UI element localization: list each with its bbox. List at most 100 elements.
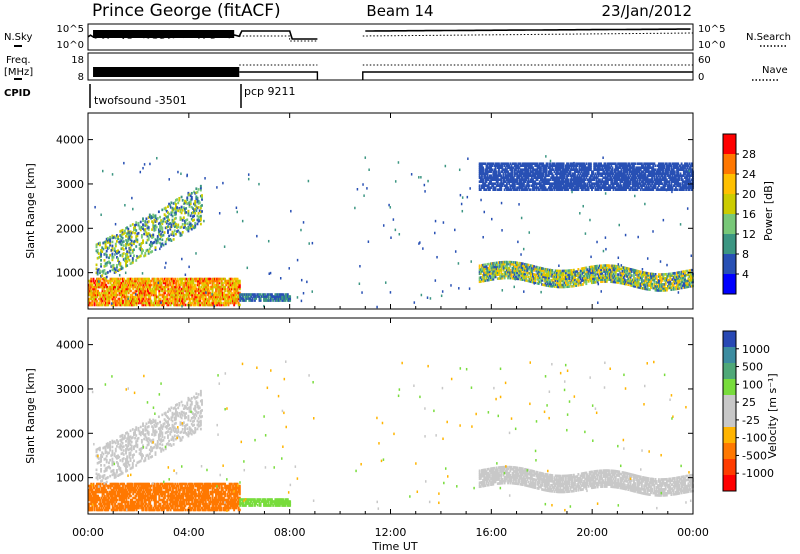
echo-cell	[526, 180, 529, 184]
echo-cell	[611, 162, 614, 166]
echo-cell	[110, 297, 113, 301]
echo-cell	[94, 295, 97, 299]
echo-cell	[601, 266, 604, 269]
echo-cell	[209, 281, 212, 285]
echo-cell	[150, 291, 153, 295]
echo-cell	[615, 174, 618, 178]
echo-cell	[491, 182, 494, 185]
echo-cell	[484, 180, 487, 184]
echo-cell	[205, 277, 208, 281]
echo-cell	[605, 166, 608, 170]
echo-cell	[576, 274, 579, 277]
echo-cell	[543, 186, 546, 189]
echo-cell	[173, 207, 176, 211]
echo-cell	[581, 166, 584, 170]
echo-cell	[224, 277, 227, 281]
echo-cell	[631, 180, 634, 184]
echo-cell	[131, 301, 134, 305]
echo-cell	[159, 277, 162, 281]
echo-cell	[527, 182, 530, 185]
echo-cell	[563, 285, 566, 289]
echo-cell	[168, 293, 171, 297]
echo-cell	[196, 218, 199, 222]
nsky-tick-top: 10^5	[57, 24, 84, 35]
echo-cell	[608, 264, 610, 267]
echo-cell	[563, 170, 566, 174]
echo-cell	[106, 261, 109, 264]
echo-cell	[589, 277, 592, 281]
echo-cell	[218, 281, 221, 285]
echo-cell	[191, 283, 194, 287]
echo-cell	[165, 277, 168, 281]
echo-cell	[174, 206, 177, 210]
echo-cell	[592, 277, 595, 280]
echo-cell	[224, 281, 227, 285]
echo-cell	[611, 170, 614, 174]
echo-cell	[539, 172, 542, 176]
echo-cell	[249, 297, 252, 300]
echo-cell	[542, 164, 545, 168]
echo-cell	[106, 271, 109, 274]
echo-cell	[498, 271, 500, 274]
echo-cell	[93, 299, 96, 303]
echo-cell	[89, 297, 92, 301]
echo-cell	[625, 164, 627, 168]
echo-cell	[169, 287, 172, 291]
echo-cell	[537, 186, 540, 189]
echo-cell	[176, 299, 179, 303]
echo-cell	[578, 178, 581, 182]
echo-cell	[577, 182, 580, 185]
echo-cell	[149, 303, 152, 307]
echo-cell	[500, 180, 503, 184]
echo-cell	[597, 170, 600, 174]
echo-cell	[670, 278, 673, 282]
echo-cell	[532, 186, 534, 189]
echo-cell	[611, 168, 614, 172]
echo-cell	[505, 272, 508, 276]
echo-cell	[505, 170, 508, 174]
echo-cell	[623, 168, 626, 172]
echo-cell	[199, 186, 202, 190]
echo-cell	[570, 275, 573, 278]
echo-cell	[88, 293, 90, 297]
echo-cell	[595, 168, 598, 172]
echo-cell	[105, 275, 108, 279]
echo-cell	[100, 301, 103, 305]
echo-cell	[180, 205, 183, 209]
echo-cell	[226, 293, 229, 297]
echo-cell	[496, 265, 499, 268]
echo-cell	[131, 281, 134, 285]
echo-cell	[665, 286, 668, 290]
echo-cell	[574, 178, 576, 182]
echo-cell	[584, 168, 587, 172]
echo-cell	[140, 249, 143, 253]
echo-cell	[644, 273, 647, 277]
echo-cell	[174, 198, 177, 202]
echo-cell	[237, 295, 240, 299]
echo-cell	[229, 279, 232, 283]
echo-cell	[117, 297, 120, 301]
echo-cell	[564, 168, 567, 172]
echo-cell	[688, 283, 691, 286]
echo-cell	[631, 282, 634, 286]
echo-cell	[552, 176, 555, 180]
echo-cell	[490, 164, 492, 168]
echo-cell	[588, 166, 591, 170]
echo-cell	[500, 276, 503, 280]
echo-cell	[219, 301, 222, 305]
echo-cell	[179, 295, 182, 299]
echo-cell	[228, 277, 231, 281]
echo-cell	[229, 295, 232, 299]
echo-cell	[680, 270, 683, 274]
echo-cell	[155, 219, 158, 223]
echo-cell	[494, 182, 497, 185]
echo-cell	[105, 249, 108, 253]
echo-cell	[485, 176, 488, 180]
echo-cell	[277, 299, 280, 302]
echo-cell	[205, 301, 208, 305]
echo-cell	[567, 281, 570, 284]
echo-cell	[193, 289, 196, 293]
echo-cell	[549, 186, 551, 189]
echo-cell	[542, 182, 545, 185]
echo-cell	[92, 277, 95, 281]
